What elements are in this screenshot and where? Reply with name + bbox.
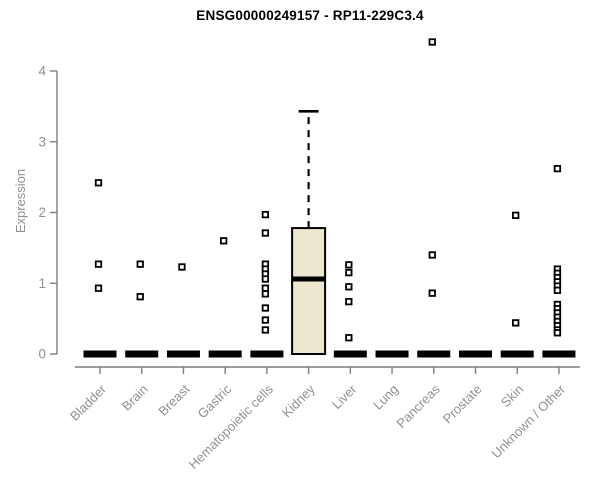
x-tick-label: Pancreas: [393, 381, 443, 431]
y-tick-label: 4: [38, 64, 46, 79]
y-tick-label: 0: [38, 347, 46, 362]
outlier-point: [345, 297, 353, 306]
x-tick-label: Unknown / Other: [488, 381, 568, 461]
outlier-point: [345, 334, 353, 342]
x-tick-label: Kidney: [279, 381, 318, 420]
outlier-point: [428, 38, 436, 46]
collapsed-box: [83, 350, 117, 358]
x-tick-label: Bladder: [67, 381, 110, 424]
collapsed-box: [333, 350, 367, 358]
x-tick-label: Breast: [155, 381, 192, 418]
outlier-point: [553, 164, 562, 173]
outlier-point: [345, 283, 353, 291]
collapsed-box: [250, 350, 284, 358]
outlier-point: [94, 179, 103, 187]
collapsed-box: [542, 350, 576, 358]
outlier-point: [261, 210, 270, 219]
collapsed-box: [208, 350, 242, 358]
outlier-point: [428, 289, 436, 297]
outlier-point: [553, 286, 562, 294]
outlier-point: [345, 261, 353, 269]
collapsed-box: [500, 350, 534, 358]
outlier-point: [261, 290, 270, 298]
x-tick-label: Skin: [498, 382, 526, 410]
outlier-point: [261, 284, 270, 292]
y-tick-label: 1: [38, 276, 46, 291]
outlier-point: [94, 284, 103, 292]
collapsed-box: [375, 350, 409, 358]
x-tick-label: Liver: [329, 381, 360, 412]
outlier-point: [428, 251, 436, 259]
outlier-point: [553, 329, 562, 337]
box: [291, 227, 327, 355]
x-tick-label: Gastric: [195, 381, 235, 421]
outlier-point: [94, 260, 103, 268]
y-tick-label: 3: [38, 134, 46, 149]
outlier-point: [345, 268, 353, 277]
chart-title: ENSG00000249157 - RP11-229C3.4: [196, 8, 424, 23]
outlier-point: [512, 211, 520, 219]
outlier-point: [220, 237, 228, 245]
x-tick-label: Lung: [370, 382, 401, 413]
outlier-point: [136, 260, 144, 268]
y-tick-label: 2: [38, 205, 46, 220]
outlier-point: [261, 326, 270, 334]
outlier-point: [261, 316, 270, 324]
outlier-point: [512, 319, 520, 327]
collapsed-box: [166, 350, 200, 358]
outlier-point: [136, 293, 144, 301]
outlier-point: [261, 229, 270, 237]
collapsed-box: [458, 350, 492, 358]
x-tick-label: Prostate: [440, 382, 485, 427]
collapsed-box: [125, 350, 159, 358]
collapsed-box: [417, 350, 451, 358]
outlier-point: [178, 263, 186, 271]
outlier-point: [261, 275, 270, 283]
x-tick-label: Brain: [119, 382, 151, 414]
outlier-point: [261, 304, 270, 312]
